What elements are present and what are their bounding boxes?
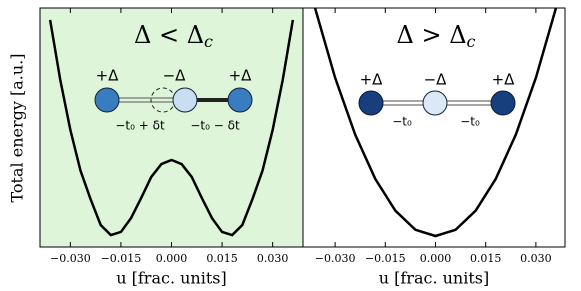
energy-curve — [48, 19, 295, 237]
panel-background — [40, 8, 303, 247]
x-tick-label: 0.000 — [420, 252, 452, 265]
y-axis-label: Total energy [a.u.] — [8, 54, 27, 203]
x-tick-label: −0.030 — [50, 252, 91, 265]
annotation: +Δ — [229, 67, 253, 85]
molecule-left: +Δ −Δ +Δ −t₀ + δt −t₀ − δt — [94, 67, 253, 133]
annotation: −Δ — [163, 67, 187, 85]
x-tick-label: 0.015 — [206, 252, 238, 265]
x-tick-label: −0.030 — [315, 252, 356, 265]
annotation: −t₀ — [460, 115, 480, 129]
annotation: −t₀ − δt — [190, 119, 240, 133]
x-axis-label: u [frac. units] — [116, 269, 226, 288]
annotation: +Δ — [360, 71, 384, 89]
x-tick-label: 0.030 — [257, 252, 289, 265]
panel-frame — [302, 7, 566, 248]
annotation: +Δ — [96, 67, 120, 85]
panel-title: Δ > Δc — [397, 21, 476, 51]
annotation: +Δ — [492, 71, 516, 89]
panel-title-text: Δ < Δ — [134, 21, 204, 49]
x-tick-label: −0.015 — [101, 252, 142, 265]
energy-curve — [313, 8, 558, 238]
panel-title-sub: c — [204, 32, 213, 51]
annotation: −t₀ — [392, 115, 412, 129]
x-tick-label: 0.015 — [470, 252, 502, 265]
x-tick-label: 0.000 — [156, 252, 188, 265]
x-axis-label: u [frac. units] — [379, 269, 489, 288]
molecule-right: +Δ −Δ +Δ −t₀ −t₀ — [358, 71, 516, 129]
annotation: −t₀ + δt — [115, 119, 165, 133]
panel-title: Δ < Δc — [134, 21, 213, 51]
annotation: −Δ — [424, 71, 448, 89]
x-tick-label: 0.030 — [520, 252, 552, 265]
x-tick-label: −0.015 — [365, 252, 406, 265]
panel-title-text: Δ > Δ — [397, 21, 467, 49]
panel-title-sub: c — [467, 32, 476, 51]
